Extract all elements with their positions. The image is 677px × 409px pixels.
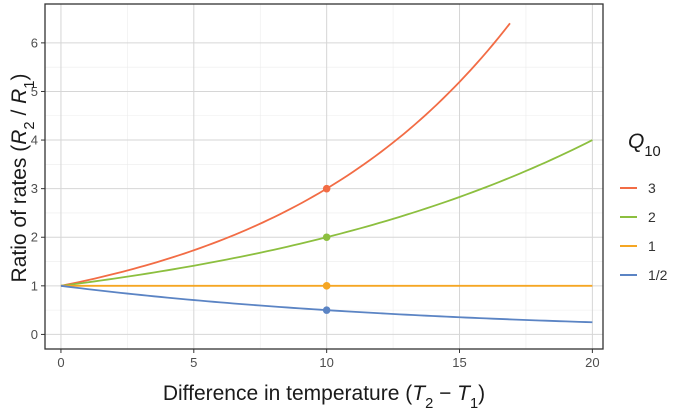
legend-label: 3 — [648, 180, 656, 196]
legend-label: 1 — [648, 238, 656, 254]
legend-items: 3 2 1 1/2 — [620, 180, 668, 283]
y-tick-label: 6 — [31, 35, 38, 50]
panel-border — [44, 3, 604, 350]
y-axis-title: Ratio of rates (R2 / R1) — [8, 74, 38, 283]
series-marker-1 — [322, 282, 331, 290]
y-tick-label: 4 — [31, 133, 38, 148]
legend-label: 2 — [648, 209, 656, 225]
y-tick-label: 2 — [31, 230, 38, 245]
x-tick-label: 10 — [319, 355, 333, 370]
legend-item: 1/2 — [620, 267, 668, 283]
legend-item: 3 — [620, 180, 656, 196]
y-tick-label: 5 — [31, 84, 38, 99]
x-axis-title: Difference in temperature (T2 − T1) — [163, 382, 485, 409]
x-axis-ticks: 0 5 10 15 20 — [57, 349, 600, 370]
series-markers — [322, 184, 331, 314]
panel-background — [45, 4, 603, 349]
legend: Q10 3 2 1 1/2 — [620, 130, 668, 283]
legend-label: 1/2 — [648, 267, 668, 283]
y-tick-label: 1 — [31, 278, 38, 293]
legend-item: 2 — [620, 209, 656, 225]
legend-item: 1 — [620, 238, 656, 254]
y-axis-ticks: 0 1 2 3 4 5 6 — [31, 35, 45, 342]
x-tick-label: 5 — [190, 355, 197, 370]
series-marker-2 — [322, 233, 331, 242]
y-tick-label: 0 — [31, 327, 38, 342]
series-line-3 — [60, 22, 511, 287]
series-marker-3 — [322, 184, 331, 193]
series-marker-1-2 — [322, 306, 331, 314]
legend-title: Q10 — [628, 130, 661, 160]
x-tick-label: 15 — [452, 355, 466, 370]
y-tick-label: 3 — [31, 181, 38, 196]
x-tick-label: 0 — [57, 355, 64, 370]
x-tick-label: 20 — [585, 355, 599, 370]
